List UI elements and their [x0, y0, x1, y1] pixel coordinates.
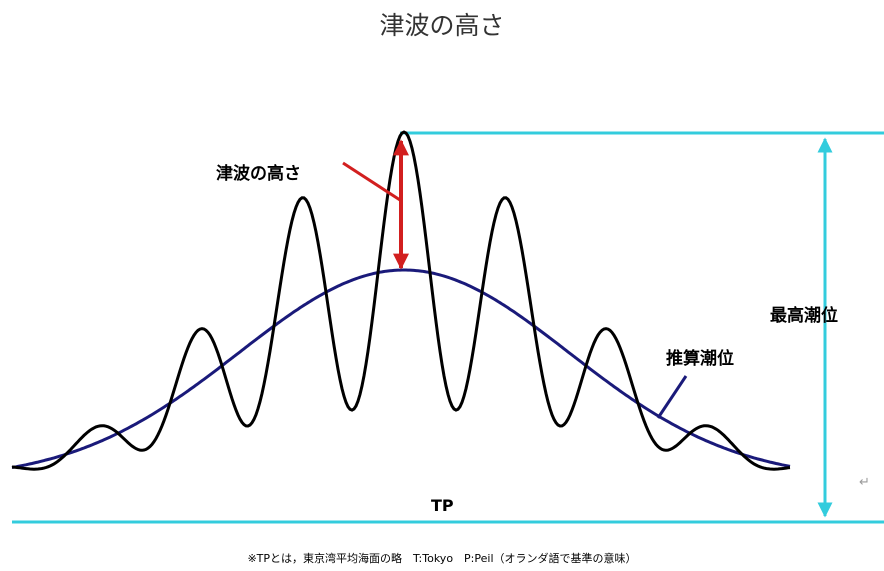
- tsunami-height-label: 津波の高さ: [216, 164, 301, 184]
- estimated-tide-leader: [656, 375, 688, 419]
- max-tide-level-label: 最高潮位: [770, 306, 838, 326]
- estimated-tide-level-label: 推算潮位: [666, 349, 734, 369]
- diagram-title: 津波の高さ: [379, 11, 505, 40]
- footnote: ※TPとは，東京湾平均海面の略 T:Tokyo P:Peil（オランダ語で基準の…: [247, 552, 637, 565]
- tp-label: TP: [431, 496, 454, 515]
- tsunami-height-leader: [342, 161, 401, 202]
- return-icon: ↵: [859, 475, 870, 490]
- tsunami-wave-curve: [11, 130, 791, 471]
